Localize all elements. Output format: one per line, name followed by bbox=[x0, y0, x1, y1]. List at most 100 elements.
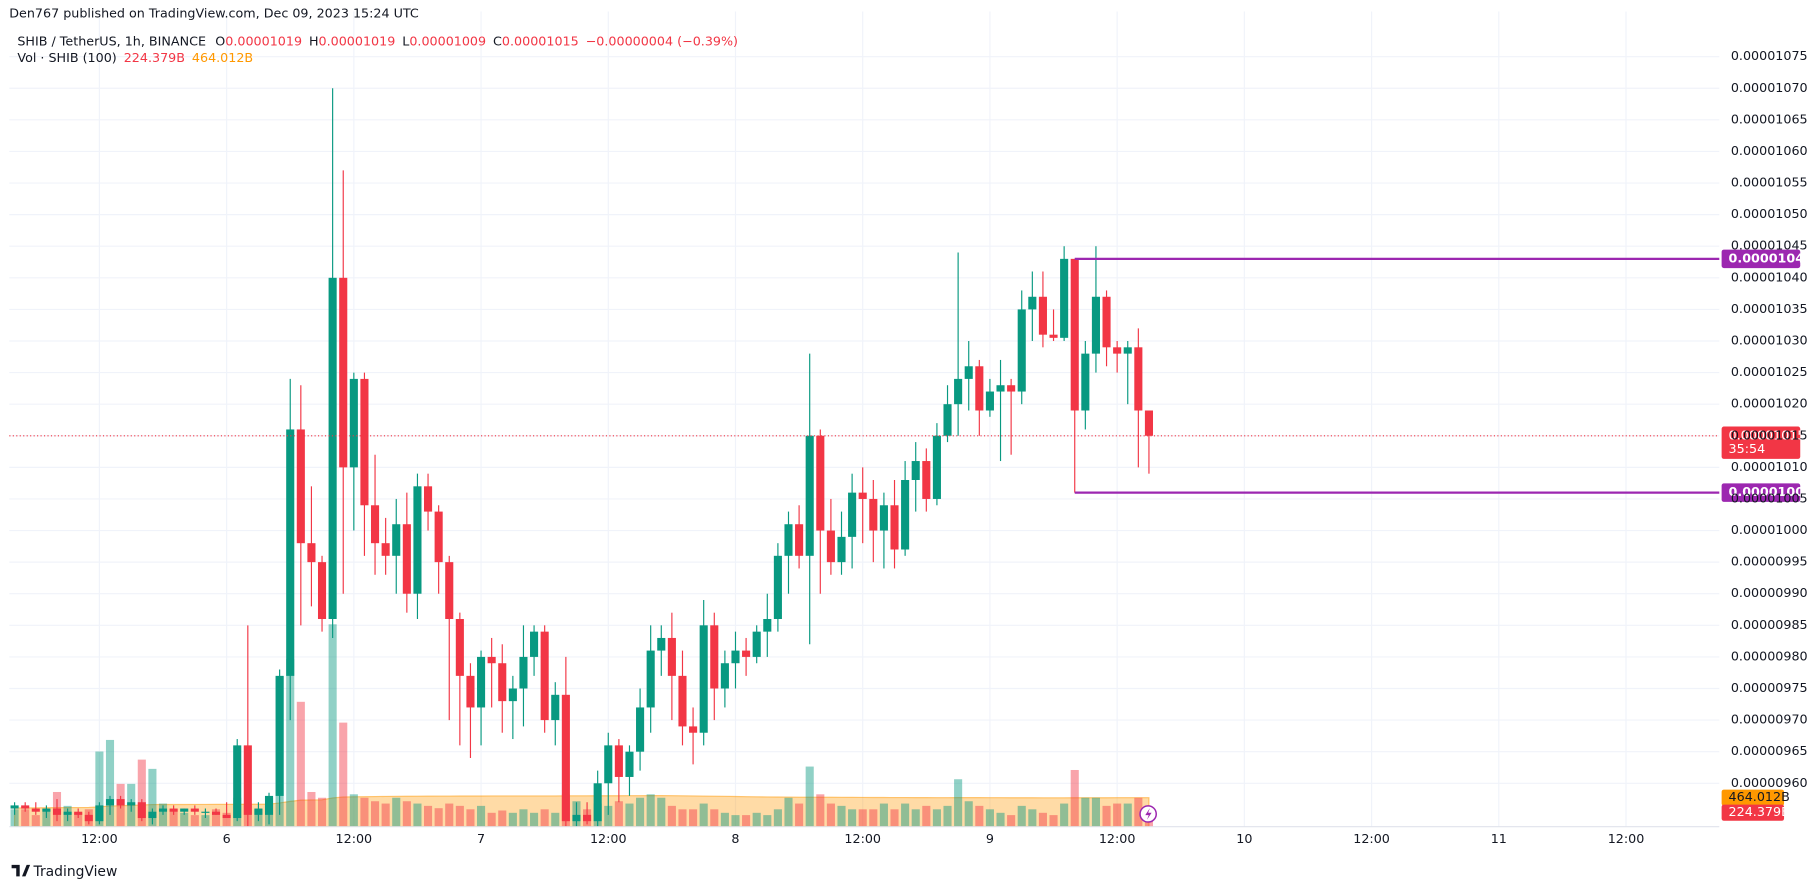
change: −0.00000004 (−0.39%) bbox=[586, 33, 738, 48]
publisher-line: Den767 published on TradingView.com, Dec… bbox=[9, 5, 419, 20]
volume-bar bbox=[773, 809, 782, 827]
candle-body bbox=[604, 745, 613, 784]
candle-body bbox=[879, 505, 888, 531]
ohlc-key: H bbox=[309, 33, 319, 48]
symbol-legend: SHIB / TetherUS, 1h, BINANCE O0.00001019 H… bbox=[17, 33, 738, 48]
ohlc-key: O bbox=[215, 33, 225, 48]
volume-bar bbox=[1081, 797, 1090, 827]
volume-bar bbox=[498, 810, 507, 827]
candle-body bbox=[985, 391, 994, 411]
candle-body bbox=[413, 486, 422, 594]
x-tick-label: 10 bbox=[1236, 831, 1252, 846]
level-label: 0.00001043 bbox=[1729, 250, 1813, 265]
x-tick-label: 12:00 bbox=[1353, 831, 1390, 846]
x-tick-label: 6 bbox=[223, 831, 231, 846]
ohlc-value: 0.00001015 bbox=[502, 33, 579, 48]
candle-body bbox=[731, 650, 740, 664]
volume-bar bbox=[466, 809, 475, 827]
candle-body bbox=[530, 631, 539, 657]
candle-body bbox=[190, 808, 199, 812]
volume-bar bbox=[996, 812, 1005, 827]
volume-bar bbox=[508, 812, 517, 827]
candle-body bbox=[699, 625, 708, 733]
volume-bar bbox=[614, 801, 623, 827]
candle-body bbox=[805, 435, 814, 556]
candle-body bbox=[402, 524, 411, 594]
candle-body bbox=[10, 805, 19, 809]
y-tick-label: 0.00000995 bbox=[1731, 554, 1808, 569]
volume-bar bbox=[636, 797, 645, 827]
candle-body bbox=[137, 802, 146, 819]
volume-bar bbox=[731, 815, 740, 827]
y-tick-label: 0.00001015 bbox=[1731, 427, 1808, 442]
volume-bar bbox=[784, 797, 793, 827]
candle-body bbox=[922, 461, 931, 499]
candle-body bbox=[370, 505, 380, 544]
candle-body bbox=[996, 385, 1005, 392]
candle-body bbox=[445, 562, 454, 619]
y-tick-label: 0.00001075 bbox=[1731, 48, 1808, 63]
volume-bar bbox=[689, 809, 698, 827]
candle-body bbox=[752, 631, 761, 657]
volume-bar bbox=[901, 803, 910, 827]
volume-value: 224.379B bbox=[124, 49, 185, 64]
ohlc-value: 0.00001009 bbox=[409, 33, 486, 48]
volume-bar bbox=[137, 759, 146, 827]
volume-bar bbox=[1070, 769, 1079, 827]
volume-bar bbox=[519, 809, 528, 827]
candle-body bbox=[614, 745, 623, 777]
candle-body bbox=[466, 675, 475, 708]
candle-body bbox=[127, 802, 136, 806]
candle-body bbox=[1007, 385, 1016, 392]
y-tick-label: 0.00001025 bbox=[1731, 364, 1808, 379]
candle-body bbox=[211, 811, 221, 815]
candle-body bbox=[636, 707, 645, 752]
candle-body bbox=[508, 688, 517, 702]
y-tick-label: 0.00001060 bbox=[1731, 143, 1808, 158]
level-label-box bbox=[1721, 483, 1801, 502]
candle-body bbox=[890, 505, 899, 550]
candle-body bbox=[646, 650, 655, 708]
candle-body bbox=[63, 811, 72, 815]
candle-body bbox=[519, 656, 528, 689]
candle-body bbox=[434, 511, 443, 563]
candle-body bbox=[1017, 309, 1026, 392]
x-tick-label: 12:00 bbox=[81, 831, 118, 846]
candle-body bbox=[954, 378, 963, 405]
y-tick-label: 0.00000985 bbox=[1731, 617, 1808, 632]
candle-body bbox=[795, 524, 804, 556]
candle-body bbox=[720, 663, 729, 689]
level-label: 0.00001006 bbox=[1729, 484, 1813, 499]
candle-body bbox=[773, 555, 782, 619]
candle-body bbox=[848, 492, 857, 537]
volume-bar bbox=[158, 803, 168, 827]
volume-bar bbox=[678, 809, 687, 827]
volume-bar bbox=[349, 794, 358, 827]
candle-body bbox=[275, 675, 284, 796]
candle-body bbox=[169, 808, 178, 812]
volume-bar bbox=[1028, 809, 1037, 827]
volume-bar bbox=[286, 658, 295, 827]
x-tick-label: 12:00 bbox=[336, 831, 373, 846]
symbol: SHIB / TetherUS, 1h, BINANCE bbox=[17, 33, 206, 48]
y-tick-label: 0.00001045 bbox=[1731, 238, 1808, 253]
y-tick-label: 0.00000970 bbox=[1731, 712, 1808, 727]
candle-body bbox=[424, 486, 433, 512]
volume-bar bbox=[805, 766, 814, 827]
candle-body bbox=[689, 726, 698, 733]
volume-bar bbox=[190, 815, 199, 827]
x-tick-label: 12:00 bbox=[844, 831, 881, 846]
candle-body bbox=[180, 808, 189, 812]
candle-body bbox=[1113, 347, 1122, 354]
volume-bar bbox=[869, 809, 878, 827]
volume-label: 224.379B bbox=[1729, 804, 1790, 819]
volume-bar bbox=[837, 805, 846, 827]
volume-bar bbox=[328, 624, 337, 827]
candle-body bbox=[360, 378, 369, 506]
candle-body bbox=[158, 808, 168, 812]
volume-bar bbox=[1049, 815, 1058, 827]
candle-body bbox=[572, 814, 581, 822]
volume-bar bbox=[307, 791, 316, 827]
y-tick-label: 0.00001065 bbox=[1731, 111, 1808, 126]
candle-body bbox=[837, 536, 846, 563]
